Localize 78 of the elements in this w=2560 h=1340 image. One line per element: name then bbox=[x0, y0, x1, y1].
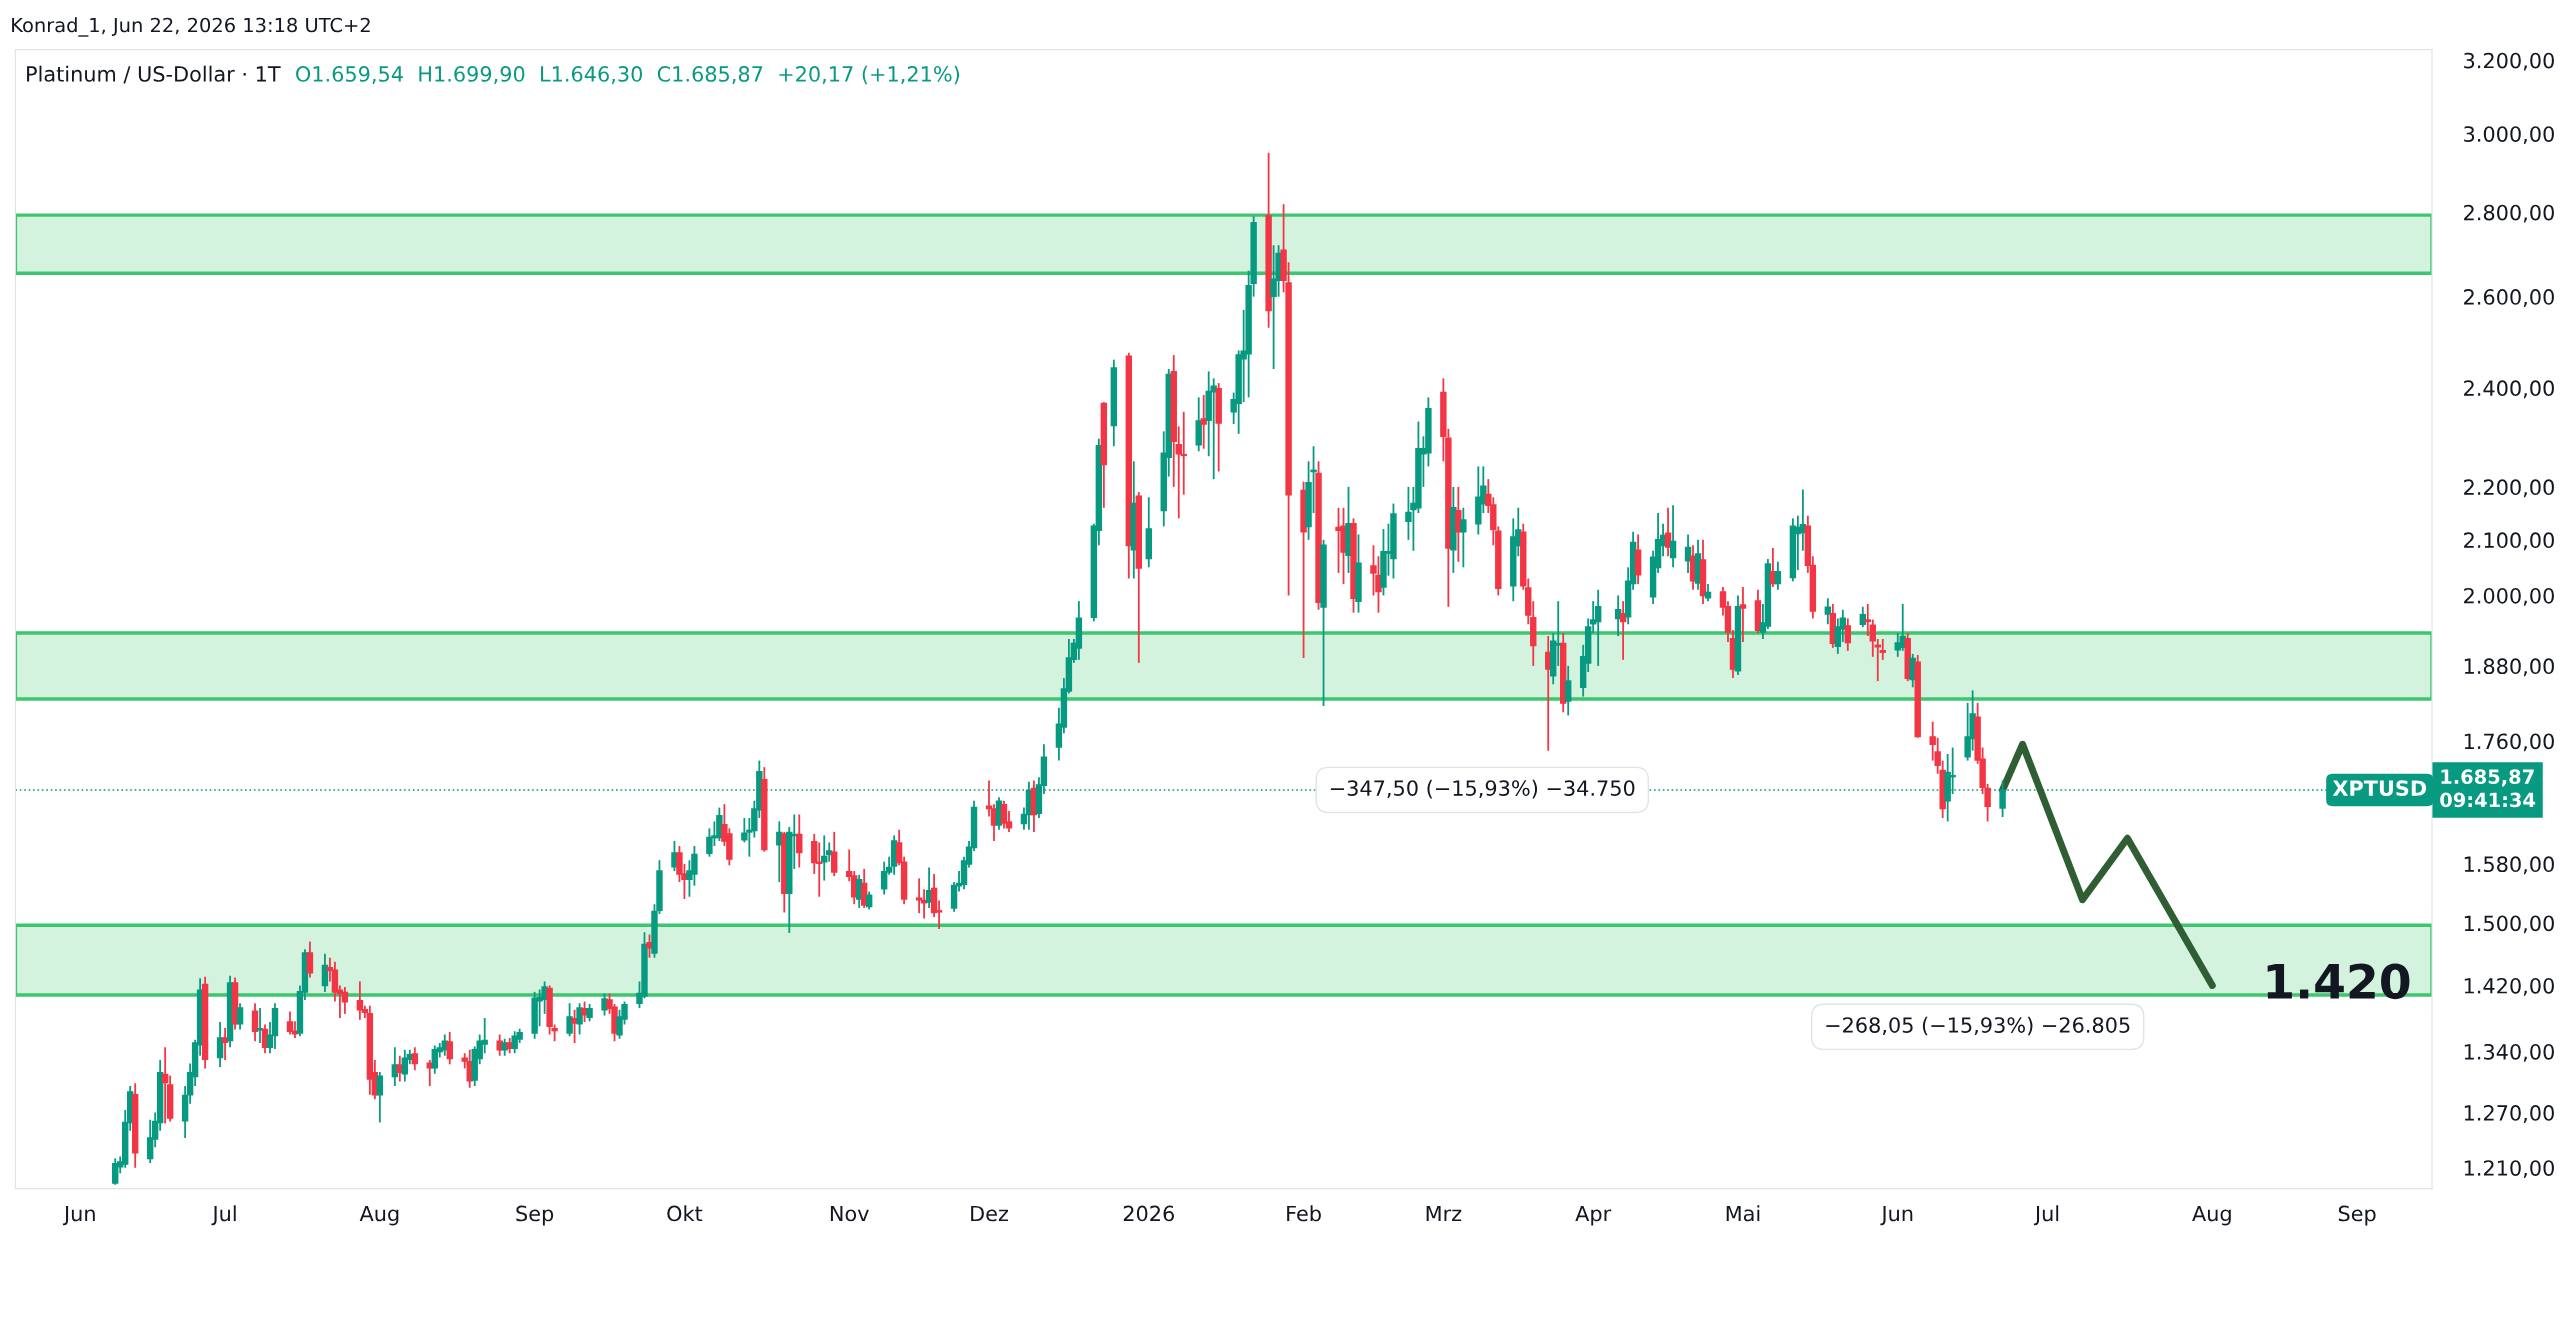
text: Konrad_1, Jun 22, 2026 13:18 UTC+2 bbox=[12, 17, 370, 37]
candlestick bbox=[216, 1021, 224, 1068]
candlestick bbox=[880, 860, 888, 896]
y-tick-label: 2.400,00 bbox=[2464, 380, 2554, 399]
y-tick-label: 1.580,00 bbox=[2464, 856, 2554, 875]
candlestick bbox=[1739, 586, 1747, 643]
y-tick-label: 2.000,00 bbox=[2464, 587, 2554, 606]
x-tick-label: Aug bbox=[359, 1205, 399, 1226]
y-tick-label: 2.600,00 bbox=[2464, 289, 2554, 307]
candlestick bbox=[341, 986, 349, 1015]
text: O1.659,54 H1.699,90 L1.646,30 C1.685,87 +20,17 (+1,21%) bbox=[296, 65, 960, 85]
candlestick bbox=[1270, 244, 1277, 370]
x-tick-label: Sep bbox=[516, 1205, 554, 1226]
candlestick bbox=[1669, 504, 1677, 569]
candlestick bbox=[1824, 597, 1832, 626]
candlestick bbox=[446, 1031, 453, 1066]
x-tick-label: Jul bbox=[211, 1205, 236, 1226]
candlestick bbox=[1844, 617, 1852, 652]
candlestick bbox=[1200, 394, 1207, 450]
y-tick-label: 1.270,00 bbox=[2464, 1105, 2554, 1123]
x-tick-label: Jul bbox=[2033, 1205, 2059, 1226]
y-tick-label: 2.800,00 bbox=[2464, 204, 2554, 223]
annotation: −347,50 (−15,93%) −34.750 bbox=[1330, 779, 1635, 799]
text: Platinum / US-Dollar · 1T bbox=[27, 65, 281, 84]
x-tick-label: Aug bbox=[2192, 1205, 2231, 1226]
x-tick-label: Nov bbox=[830, 1205, 869, 1222]
candlestick bbox=[236, 1002, 244, 1031]
candlestick bbox=[306, 940, 314, 979]
candlestick bbox=[112, 1157, 119, 1186]
y-tick-label: 1.340,00 bbox=[2464, 1043, 2554, 1062]
candlestick bbox=[321, 952, 329, 993]
candlestick bbox=[1774, 560, 1782, 591]
candlestick bbox=[411, 1046, 419, 1072]
candlestick bbox=[1460, 506, 1467, 569]
candlestick bbox=[496, 1033, 503, 1057]
y-tick-label: 1.420,00 bbox=[2464, 977, 2554, 996]
candlestick bbox=[1000, 799, 1008, 830]
y-tick-label: 3.000,00 bbox=[2464, 126, 2554, 145]
annotation: 1.420 bbox=[2267, 963, 2410, 1000]
candlestick bbox=[566, 1002, 573, 1038]
y-tick-label: 1.880,00 bbox=[2464, 658, 2554, 677]
ref-line-label: XPTUSD bbox=[2332, 780, 2427, 797]
candlestick bbox=[601, 992, 608, 1017]
text: 1.685,87 09:41:34 bbox=[2440, 769, 2536, 808]
y-tick-label: 2.200,00 bbox=[2464, 479, 2554, 498]
candlestick bbox=[831, 830, 838, 878]
candlestick bbox=[1195, 396, 1202, 453]
x-tick-label: Jun bbox=[62, 1205, 95, 1226]
annotation: −268,05 (−15,93%) −26.805 bbox=[1826, 1016, 2130, 1036]
candlestick bbox=[376, 1071, 384, 1124]
x-tick-label: Apr bbox=[1575, 1205, 1612, 1226]
x-tick-label: Feb bbox=[1287, 1205, 1321, 1222]
candlestick bbox=[796, 813, 803, 869]
x-tick-label: Dez bbox=[971, 1205, 1009, 1222]
candlestick bbox=[221, 1027, 229, 1061]
candlestick bbox=[1455, 485, 1462, 563]
x-tick-label: 2026 bbox=[1123, 1205, 1174, 1222]
y-tick-label: 1.210,00 bbox=[2464, 1160, 2554, 1179]
candlestick bbox=[1564, 664, 1572, 717]
x-tick-label: Okt bbox=[667, 1205, 703, 1222]
x-tick-label: Mrz bbox=[1426, 1205, 1462, 1222]
x-tick-label: Sep bbox=[2338, 1205, 2376, 1226]
candlestick bbox=[441, 1033, 448, 1057]
candlestick bbox=[915, 877, 923, 915]
y-tick-label: 3.200,00 bbox=[2464, 52, 2554, 71]
y-tick-label: 1.760,00 bbox=[2464, 733, 2554, 752]
candlestick bbox=[251, 1002, 259, 1043]
candlestick bbox=[821, 834, 828, 882]
candlestick bbox=[481, 1017, 488, 1055]
candlestick bbox=[161, 1046, 169, 1125]
candlestick bbox=[576, 1002, 583, 1036]
candlestick bbox=[286, 1010, 294, 1036]
candlestick bbox=[1859, 605, 1866, 629]
y-tick-label: 2.100,00 bbox=[2464, 532, 2554, 551]
x-tick-label: Mai bbox=[1726, 1205, 1760, 1222]
candlestick bbox=[1594, 588, 1602, 667]
x-tick-label: Jun bbox=[1880, 1205, 1913, 1226]
y-tick-label: 1.500,00 bbox=[2464, 915, 2554, 934]
